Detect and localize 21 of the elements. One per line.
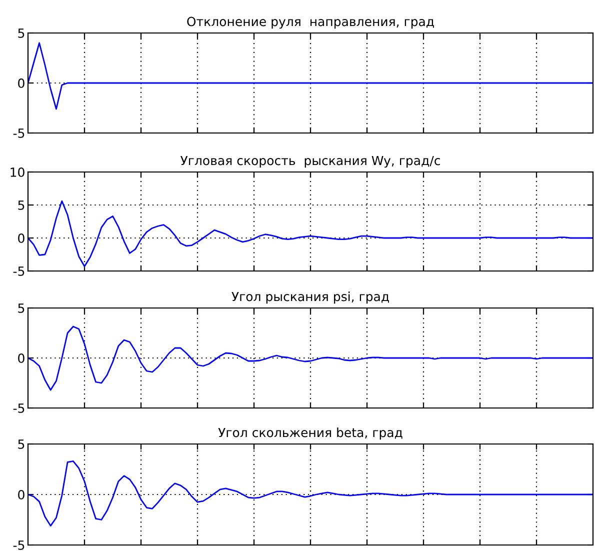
line-series bbox=[28, 42, 593, 110]
y-tick-label: -5 bbox=[13, 266, 24, 276]
y-tick-label: -5 bbox=[13, 404, 24, 413]
y-tick-label: 0 bbox=[18, 78, 24, 88]
y-tick-label: 10 bbox=[10, 167, 24, 177]
line-series bbox=[28, 326, 593, 391]
y-tick-label: 0 bbox=[18, 490, 24, 500]
y-tick-label: 5 bbox=[18, 440, 24, 449]
y-tick-label: 5 bbox=[18, 28, 24, 38]
y-tick-label: -5 bbox=[13, 540, 24, 550]
chart-title: Угол рыскания psi, град bbox=[232, 292, 389, 304]
line-series bbox=[28, 460, 593, 527]
chart-title: Угол скольжения beta, град bbox=[218, 428, 402, 440]
y-tick-label: 0 bbox=[18, 353, 24, 363]
chart-title: Угловая скорость рыскания Wy, град/с bbox=[180, 156, 440, 168]
y-tick-label: 5 bbox=[18, 304, 24, 313]
chart-title: Отклонение руля направления, град bbox=[187, 16, 434, 29]
y-tick-label: 5 bbox=[18, 200, 24, 210]
y-tick-label: -5 bbox=[13, 128, 24, 138]
line-series bbox=[28, 200, 593, 268]
y-tick-label: 0 bbox=[18, 233, 24, 243]
